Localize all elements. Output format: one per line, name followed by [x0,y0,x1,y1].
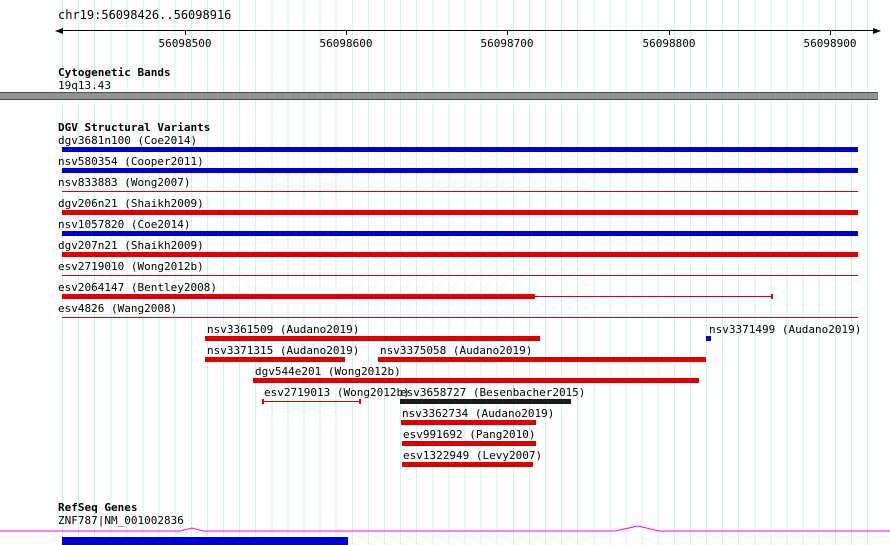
ruler-tick [185,30,186,35]
refseq-gene-name: ZNF787|NM_001002836 [58,514,184,527]
variant-bar[interactable] [402,462,533,467]
variant-label[interactable]: esv2064147 (Bentley2008) [58,281,217,294]
variant-label[interactable]: esv991692 (Pang2010) [403,428,536,441]
variant-bar[interactable] [401,420,536,425]
ruler-tick-label: 56098600 [319,37,373,50]
variant-bar[interactable] [62,231,858,236]
ruler-tick-label: 56098800 [642,37,696,50]
variant-bar[interactable] [771,294,773,299]
gene-exon-bar[interactable] [62,537,348,545]
variant-label[interactable]: esv2719013 (Wong2012b) [264,386,410,399]
ruler-line [62,30,874,31]
ruler-tick [830,30,831,35]
variant-label[interactable]: nsv3361509 (Audano2019) [207,323,360,336]
variant-bar[interactable] [378,357,706,362]
variant-label[interactable]: dgv544e201 (Wong2012b) [255,365,401,378]
ruler-tick-label: 56098500 [158,37,212,50]
variant-bar[interactable] [62,294,535,299]
variant-bar[interactable] [253,378,699,383]
variant-bar[interactable] [62,275,858,276]
variant-label[interactable]: esv2719010 (Wong2012b) [58,260,204,273]
variant-bar[interactable] [262,401,361,402]
cytoband-bar[interactable] [0,92,878,100]
variant-bar[interactable] [62,252,858,257]
variant-bar[interactable] [262,399,264,404]
variant-label[interactable]: nsv3362734 (Audano2019) [402,407,555,420]
ruler-right-arrow-icon [873,28,881,34]
variant-bar[interactable] [62,191,858,192]
variant-bar[interactable] [706,336,711,341]
variant-label[interactable]: nsv833883 (Wong2007) [58,176,191,189]
cytoband-section-title: Cytogenetic Bands [58,66,171,79]
variant-label[interactable]: esv1322949 (Levy2007) [403,449,543,462]
variant-bar[interactable] [359,399,361,404]
variant-label[interactable]: nsv1057820 (Coe2014) [58,218,191,231]
variant-bar[interactable] [62,317,858,318]
variant-label[interactable]: nsv3375058 (Audano2019) [380,344,533,357]
variant-bar[interactable] [205,336,540,341]
variant-label[interactable]: nsv3371315 (Audano2019) [207,344,360,357]
variant-label[interactable]: esv4826 (Wang2008) [58,302,178,315]
variant-label[interactable]: nsv3371499 (Audano2019) [709,323,862,336]
variant-bar[interactable] [62,147,858,152]
ruler-tick-label: 56098900 [803,37,857,50]
variant-label[interactable]: esv3658727 (Besenbacher2015) [400,386,586,399]
variant-label[interactable]: dgv206n21 (Shaikh2009) [58,197,204,210]
variant-label[interactable]: nsv580354 (Cooper2011) [58,155,204,168]
ruler-tick-label: 56098700 [480,37,534,50]
ruler-tick [346,30,347,35]
region-coordinates: chr19:56098426..56098916 [58,8,232,22]
refseq-section-title: RefSeq Genes [58,501,138,514]
ruler-tick [669,30,670,35]
variant-bar[interactable] [62,210,858,215]
variant-label[interactable]: dgv3681n100 (Coe2014) [58,134,198,147]
cytoband-name: 19q13.43 [58,79,111,92]
ruler-left-arrow-icon [55,28,63,34]
grid-background [62,0,876,545]
variant-label[interactable]: dgv207n21 (Shaikh2009) [58,239,204,252]
ruler-tick [507,30,508,35]
variant-bar[interactable] [205,357,345,362]
variant-bar[interactable] [400,399,571,404]
variant-bar[interactable] [62,168,858,173]
variant-bar[interactable] [535,296,772,297]
variant-bar[interactable] [402,441,536,446]
dgv-section-title: DGV Structural Variants [58,121,211,134]
